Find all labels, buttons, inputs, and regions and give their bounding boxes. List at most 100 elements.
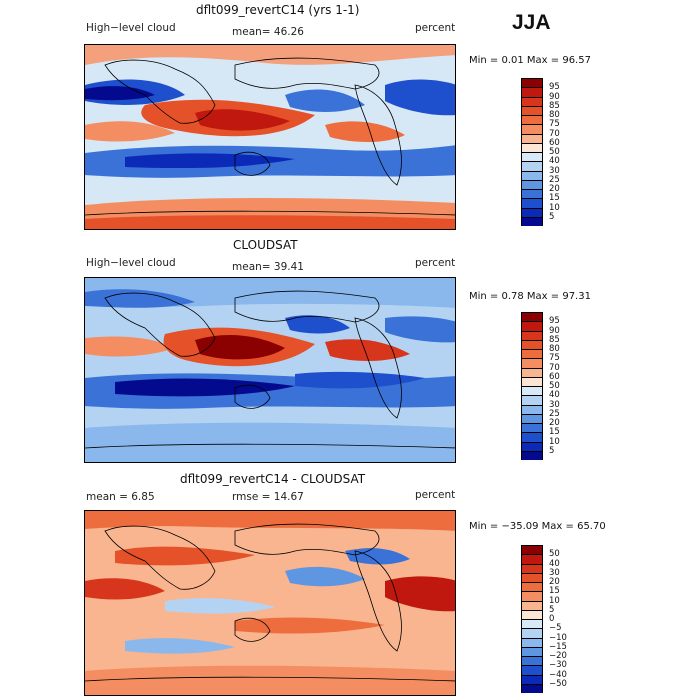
colorbar-tick-label: 25 xyxy=(549,174,560,185)
panel2-colorbar: 95 90 85 80 75 70 60 50 40 30 25 20 15 10 5 xyxy=(521,312,560,460)
colorbar-tick-label: 25 xyxy=(549,408,560,419)
field-patch xyxy=(195,109,290,131)
colorbar-cell xyxy=(521,646,543,656)
panel2-title: CLOUDSAT xyxy=(233,238,298,252)
colorbar-cell xyxy=(521,161,543,171)
colorbar-tick-label: 90 xyxy=(549,325,560,336)
colorbar-tick-label: −50 xyxy=(549,678,567,689)
panel2-map xyxy=(84,277,456,463)
field-patch xyxy=(285,315,350,334)
colorbar-tick-label: 20 xyxy=(549,418,560,428)
colorbar-tick-label: 10 xyxy=(549,202,560,213)
colorbar-cell xyxy=(521,683,543,693)
colorbar-cell xyxy=(521,545,543,555)
colorbar-cell xyxy=(521,179,543,189)
colorbar-cell xyxy=(521,628,543,638)
colorbar-tick-label: 85 xyxy=(549,100,560,111)
colorbar-tick-label: 10 xyxy=(549,595,560,606)
colorbar-tick-label: 50 xyxy=(549,147,560,157)
colorbar-tick-label: 30 xyxy=(549,567,560,578)
colorbar-tick-label: 95 xyxy=(549,82,560,93)
field-patch xyxy=(85,336,175,357)
field-patch xyxy=(85,289,195,308)
colorbar-tick-label: 30 xyxy=(549,165,560,176)
colorbar-tick-label: 5 xyxy=(549,445,555,456)
colorbar-tick-label: −10 xyxy=(549,632,567,643)
panel3-mean: mean = 6.85 xyxy=(86,491,155,503)
colorbar-cell xyxy=(521,609,543,619)
colorbar-tick-label: −30 xyxy=(549,660,567,671)
colorbar-cell xyxy=(521,441,543,451)
field-patch xyxy=(115,378,295,397)
panel3-title: dflt099_revertC14 - CLOUDSAT xyxy=(180,472,366,486)
map-background xyxy=(85,511,455,695)
colorbar-cell xyxy=(521,115,543,125)
panel3-map-svg xyxy=(85,511,455,695)
colorbar-cell xyxy=(521,656,543,666)
field-patch xyxy=(195,334,285,360)
colorbar-cell xyxy=(521,432,543,442)
colorbar-cell xyxy=(521,395,543,405)
field-patch xyxy=(85,45,455,65)
panel3-map xyxy=(84,510,456,696)
field-patch xyxy=(125,638,235,654)
colorbar-tick-label: 95 xyxy=(549,316,560,327)
colorbar-tick-label: 0 xyxy=(549,614,555,624)
colorbar-tick-label: −15 xyxy=(549,641,567,652)
colorbar-cell xyxy=(521,133,543,143)
field-patch xyxy=(85,422,455,462)
colorbar-cell xyxy=(521,330,543,340)
colorbar-tick-label: 40 xyxy=(549,156,560,167)
field-patch xyxy=(285,566,365,587)
colorbar-cell xyxy=(521,563,543,573)
field-patch xyxy=(285,89,365,112)
colorbar-tick-label: 5 xyxy=(549,604,555,615)
colorbar-tick-label: 80 xyxy=(549,344,560,354)
colorbar-tick-label: 60 xyxy=(549,371,560,382)
colorbar-tick-label: 75 xyxy=(549,353,560,364)
colorbar-cell xyxy=(521,665,543,675)
coastlines xyxy=(85,290,455,449)
field-patch xyxy=(235,617,385,634)
field-patch xyxy=(85,511,455,531)
field-patch xyxy=(385,79,455,116)
panel1-minmax: Min = 0.01 Max = 96.57 xyxy=(469,55,591,66)
colorbar-cell xyxy=(521,349,543,359)
colorbar-tick-label: 15 xyxy=(549,586,560,597)
colorbar-cell xyxy=(521,600,543,610)
colorbar-cell xyxy=(521,572,543,582)
colorbar-cell xyxy=(521,170,543,180)
colorbar-cell xyxy=(521,339,543,349)
panel1-mean: mean= 46.26 xyxy=(232,26,304,38)
colorbar-cell xyxy=(521,413,543,423)
colorbar-cell xyxy=(521,376,543,386)
colorbar-tick-label: 15 xyxy=(549,193,560,204)
field-patch xyxy=(85,86,155,101)
field-patch xyxy=(295,371,425,389)
colorbar-tick-label: 40 xyxy=(549,558,560,569)
colorbar-tick-label: 5 xyxy=(549,211,555,222)
colorbar-tick-label: 40 xyxy=(549,390,560,401)
colorbar-tick-label: 50 xyxy=(549,381,560,391)
colorbar-cell xyxy=(521,674,543,684)
coastlines xyxy=(85,523,455,682)
colorbar-cell xyxy=(521,105,543,115)
panel2-variable-label: High−level cloud xyxy=(86,257,176,269)
panel1-title: dflt099_revertC14 (yrs 1-1) xyxy=(196,3,360,17)
colorbar-cell xyxy=(521,216,543,226)
season-label: JJA xyxy=(512,11,551,34)
colorbar-cell xyxy=(521,450,543,460)
colorbar-cell xyxy=(521,554,543,564)
field-patch xyxy=(325,339,410,361)
colorbar-cell xyxy=(521,312,543,322)
colorbar-tick-label: 85 xyxy=(549,334,560,345)
colorbar-cell xyxy=(521,152,543,162)
colorbar-tick-label: 50 xyxy=(549,549,560,560)
panel1-map-svg xyxy=(85,45,455,229)
panel3-colorbar: 50 40 30 20 15 10 5 0 −5 −10 −15 −20 −30 −40 −50 xyxy=(521,545,567,693)
panel2-units: percent xyxy=(415,257,456,269)
panel2-minmax: Min = 0.78 Max = 97.31 xyxy=(469,291,591,302)
colorbar-cell xyxy=(521,404,543,414)
panel1-colorbar: 95 90 85 80 75 70 60 50 40 30 25 20 15 10 5 xyxy=(521,78,560,226)
colorbar-tick-label: 75 xyxy=(549,119,560,130)
